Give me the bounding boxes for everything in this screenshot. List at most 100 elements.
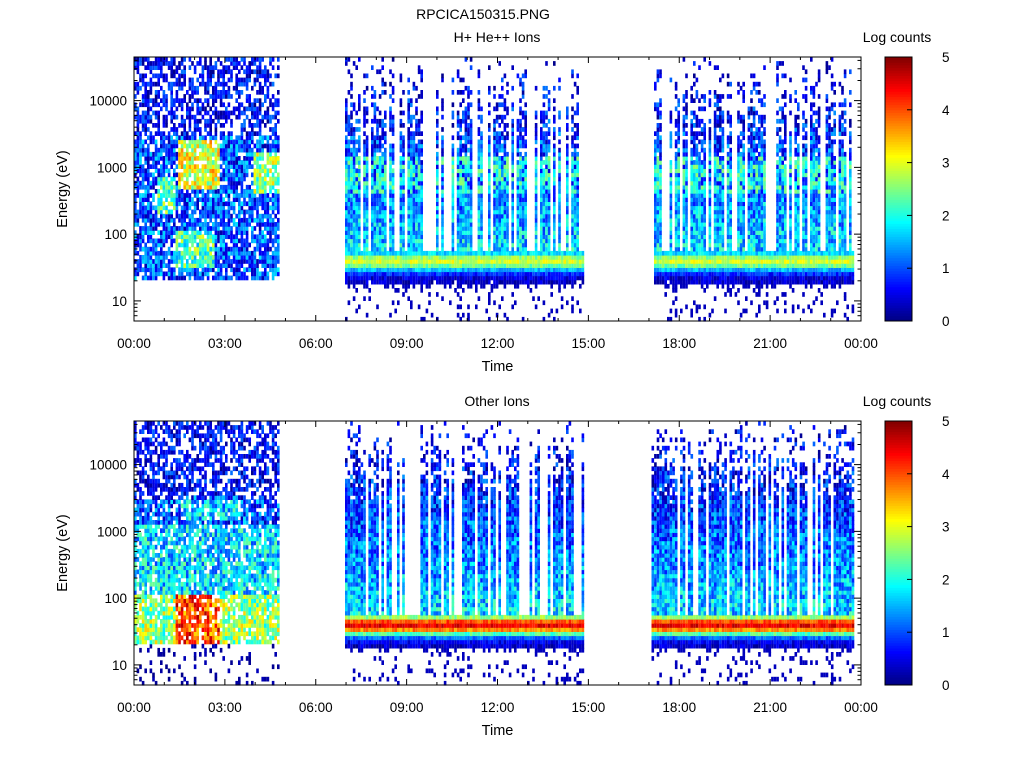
- heatmap-cell: [238, 106, 241, 112]
- heatmap-cell: [462, 271, 465, 277]
- heatmap-cell: [141, 275, 145, 281]
- heatmap-cell: [511, 102, 514, 108]
- heatmap-cell: [347, 230, 351, 235]
- heatmap-cell: [141, 81, 145, 87]
- heatmap-cell: [412, 151, 416, 157]
- heatmap-cell: [238, 238, 241, 244]
- heatmap-cell: [352, 102, 356, 108]
- heatmap-cell: [214, 263, 218, 268]
- heatmap-cell: [222, 205, 225, 211]
- heatmap-cell: [256, 197, 259, 202]
- heatmap-cell: [573, 143, 577, 149]
- heatmap-cell: [160, 135, 163, 141]
- heatmap-cell: [464, 255, 468, 260]
- heatmap-cell: [235, 250, 238, 256]
- heatmap-cell: [175, 139, 179, 145]
- heatmap-cell: [542, 250, 546, 256]
- heatmap-cell: [462, 242, 465, 248]
- heatmap-cell: [511, 213, 514, 219]
- heatmap-cell: [391, 172, 395, 178]
- heatmap-cell: [193, 234, 197, 240]
- heatmap-cell: [511, 139, 514, 145]
- heatmap-cell: [188, 271, 192, 277]
- heatmap-cell: [547, 180, 551, 186]
- heatmap-cell: [488, 189, 491, 194]
- heatmap-cell: [191, 81, 194, 87]
- heatmap-cell: [555, 263, 559, 268]
- heatmap-cell: [209, 160, 212, 165]
- heatmap-cell: [352, 139, 356, 145]
- heatmap-cell: [480, 226, 483, 231]
- heatmap-cell: [553, 213, 556, 219]
- heatmap-cell: [376, 69, 379, 75]
- heatmap-cell: [545, 255, 548, 260]
- heatmap-cell: [407, 242, 410, 248]
- heatmap-cell: [423, 263, 426, 268]
- heatmap-cell: [251, 180, 254, 186]
- heatmap-cell: [178, 184, 181, 190]
- heatmap-cell: [576, 259, 579, 264]
- heatmap-cell: [573, 250, 577, 256]
- heatmap-cell: [441, 201, 444, 207]
- heatmap-cell: [462, 255, 465, 260]
- heatmap-cell: [363, 217, 366, 223]
- heatmap-cell: [271, 114, 275, 120]
- heatmap-cell: [378, 230, 382, 235]
- heatmap-cell: [347, 69, 351, 75]
- heatmap-cell: [381, 77, 384, 83]
- heatmap-cell: [193, 98, 197, 103]
- heatmap-cell: [264, 259, 267, 264]
- heatmap-cell: [206, 184, 210, 190]
- heatmap-cell: [371, 255, 374, 260]
- heatmap-cell: [495, 222, 499, 227]
- heatmap-cell: [493, 263, 496, 268]
- heatmap-cell: [459, 217, 462, 223]
- heatmap-cell: [212, 65, 215, 70]
- heatmap-cell: [214, 222, 218, 227]
- heatmap-cell: [553, 85, 556, 91]
- heatmap-cell: [493, 242, 496, 248]
- heatmap-cell: [350, 279, 353, 285]
- heatmap-cell: [397, 255, 400, 260]
- heatmap-cell: [394, 308, 397, 314]
- heatmap-cell: [235, 226, 238, 231]
- heatmap-cell: [558, 209, 561, 215]
- heatmap-cell: [173, 127, 176, 132]
- heatmap-cell: [545, 222, 548, 227]
- heatmap-cell: [524, 143, 527, 149]
- heatmap-cell: [204, 156, 207, 161]
- heatmap-cell: [238, 69, 241, 75]
- heatmap-cell: [459, 296, 462, 301]
- heatmap-cell: [345, 127, 348, 132]
- heatmap-cell: [136, 61, 140, 66]
- heatmap-cell: [167, 213, 171, 219]
- heatmap-cell: [498, 201, 501, 207]
- heatmap-cell: [506, 160, 509, 165]
- heatmap-cell: [441, 147, 444, 153]
- heatmap-cell: [469, 168, 473, 174]
- heatmap-cell: [157, 193, 160, 198]
- heatmap-cell: [521, 250, 525, 256]
- heatmap-cell: [170, 189, 173, 194]
- heatmap-cell: [381, 197, 384, 202]
- heatmap-cell: [160, 250, 163, 256]
- heatmap-cell: [516, 230, 520, 235]
- heatmap-cell: [191, 213, 194, 219]
- heatmap-cell: [144, 193, 147, 198]
- heatmap-cell: [136, 213, 140, 219]
- heatmap-cell: [373, 226, 377, 231]
- heatmap-cell: [217, 180, 220, 186]
- heatmap-cell: [402, 201, 405, 207]
- heatmap-cell: [467, 135, 470, 141]
- heatmap-cell: [516, 135, 520, 141]
- heatmap-cell: [157, 250, 160, 256]
- heatmap-cell: [160, 217, 163, 223]
- heatmap-cell: [266, 77, 270, 83]
- heatmap-cell: [271, 259, 275, 264]
- heatmap-cell: [441, 279, 444, 285]
- heatmap-cell: [191, 114, 194, 120]
- heatmap-cell: [451, 110, 455, 116]
- heatmap-cell: [230, 118, 233, 124]
- heatmap-cell: [217, 90, 220, 95]
- heatmap-cell: [436, 131, 439, 136]
